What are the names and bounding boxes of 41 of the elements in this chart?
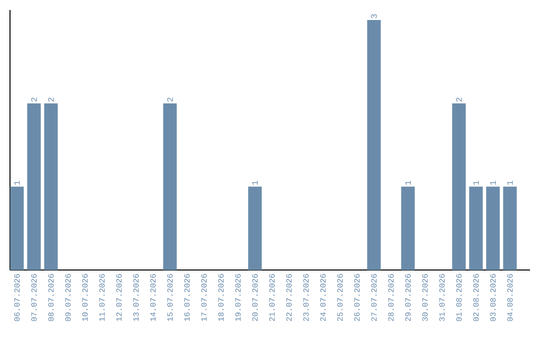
x-tick-label: 18.07.2026 xyxy=(218,274,224,321)
x-tick-label: 26.07.2026 xyxy=(354,274,360,321)
x-tick-label: 11.07.2026 xyxy=(99,274,105,321)
x-tick-label: 28.07.2026 xyxy=(388,274,394,321)
x-tick-label: 15.07.2026 xyxy=(167,274,173,321)
x-tick-label: 21.07.2026 xyxy=(269,274,275,321)
x-tick-label: 30.07.2026 xyxy=(422,274,428,322)
x-tick-label: 27.07.2026 xyxy=(371,274,377,321)
x-tick-label: 02.08.2026 xyxy=(473,274,479,322)
x-tick-label: 29.07.2026 xyxy=(405,274,411,321)
x-tick-label: 14.07.2026 xyxy=(150,274,156,321)
x-tick-label: 07.07.2026 xyxy=(31,274,37,322)
x-tick-label: 03.08.2026 xyxy=(490,274,496,322)
x-tick-label: 01.08.2026 xyxy=(456,274,462,322)
data-label: 1 xyxy=(507,180,513,185)
x-tick-label: 22.07.2026 xyxy=(286,274,292,321)
data-label: 3 xyxy=(371,14,377,18)
x-tick-label: 16.07.2026 xyxy=(184,274,190,321)
x-tick-label: 20.07.2026 xyxy=(252,274,258,321)
x-tick-label: 13.07.2026 xyxy=(133,274,139,321)
data-label: 2 xyxy=(167,98,173,102)
data-label: 1 xyxy=(405,180,411,185)
x-tick-label: 31.07.2026 xyxy=(439,274,445,322)
data-label: 2 xyxy=(48,98,54,102)
x-tick-label: 10.07.2026 xyxy=(82,274,88,321)
x-tick-label: 19.07.2026 xyxy=(235,274,241,321)
data-label: 2 xyxy=(456,98,462,102)
x-tick-label: 04.08.2026 xyxy=(507,274,513,322)
data-label: 2 xyxy=(31,98,37,102)
x-tick-label: 25.07.2026 xyxy=(337,274,343,321)
x-tick-label: 24.07.2026 xyxy=(320,274,326,321)
data-label: 1 xyxy=(473,180,479,185)
data-label: 1 xyxy=(490,180,496,185)
data-label: 1 xyxy=(252,180,258,185)
x-tick-label: 09.07.2026 xyxy=(65,274,71,322)
x-tick-label: 08.07.2026 xyxy=(48,274,54,322)
x-tick-label: 17.07.2026 xyxy=(201,274,207,321)
x-tick-label: 06.07.2026 xyxy=(14,274,20,322)
data-label: 1 xyxy=(14,180,20,185)
x-tick-label: 12.07.2026 xyxy=(116,274,122,321)
x-tick-label: 23.07.2026 xyxy=(303,274,309,321)
